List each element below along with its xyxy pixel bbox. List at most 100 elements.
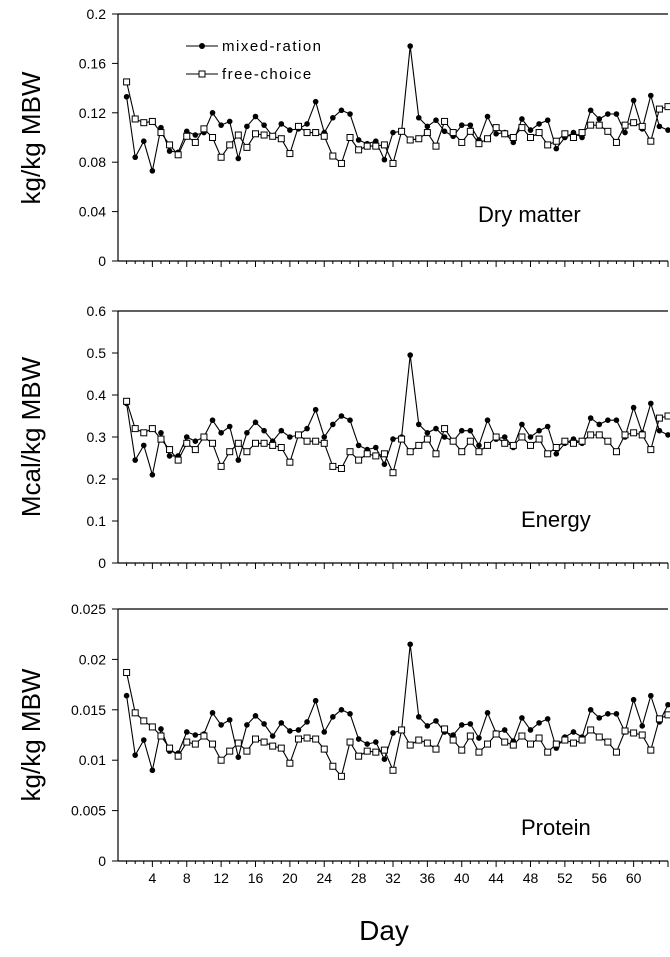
- series-line-mixed-ration: [126, 46, 669, 171]
- data-point-free-choice: [200, 732, 208, 740]
- data-point-mixed-ration: [132, 457, 138, 463]
- data-point-mixed-ration: [458, 722, 465, 728]
- data-point-free-choice: [312, 735, 320, 743]
- data-point-mixed-ration: [484, 113, 491, 120]
- data-point-free-choice: [389, 159, 397, 167]
- data-point-mixed-ration: [665, 701, 670, 708]
- data-point-mixed-ration: [415, 421, 422, 428]
- data-point-mixed-ration: [613, 111, 620, 117]
- data-point-free-choice: [269, 742, 277, 750]
- data-point-free-choice: [612, 448, 620, 456]
- data-point-free-choice: [578, 437, 586, 445]
- data-point-mixed-ration: [244, 430, 250, 436]
- data-point-mixed-ration: [407, 43, 413, 49]
- data-point-free-choice: [415, 736, 423, 744]
- data-point-free-choice: [157, 732, 165, 740]
- y-tick-label: 0.5: [87, 345, 107, 361]
- data-point-mixed-ration: [140, 737, 147, 743]
- data-point-free-choice: [475, 448, 483, 456]
- data-point-free-choice: [260, 439, 268, 447]
- data-point-free-choice: [337, 772, 345, 780]
- data-point-mixed-ration: [252, 113, 259, 120]
- data-point-free-choice: [415, 441, 423, 449]
- data-point-free-choice: [466, 127, 474, 135]
- data-point-free-choice: [337, 159, 345, 167]
- data-point-mixed-ration: [587, 107, 594, 114]
- data-point-free-choice: [398, 726, 406, 734]
- y-tick-label: 0.015: [71, 702, 106, 718]
- series-line-free-choice: [126, 81, 669, 166]
- data-point-free-choice: [200, 433, 208, 441]
- data-point-free-choice: [587, 726, 595, 734]
- data-point-mixed-ration: [304, 121, 310, 127]
- data-point-mixed-ration: [149, 472, 156, 478]
- data-point-mixed-ration: [493, 130, 499, 137]
- data-point-mixed-ration: [252, 419, 259, 426]
- data-point-free-choice: [363, 450, 371, 458]
- data-point-mixed-ration: [433, 718, 439, 724]
- data-point-mixed-ration: [149, 767, 156, 774]
- data-point-free-choice: [346, 738, 354, 746]
- x-tick-label: 28: [351, 870, 367, 886]
- data-point-mixed-ration: [424, 123, 431, 130]
- data-point-mixed-ration: [123, 692, 130, 699]
- y-tick-label: 0.4: [87, 387, 107, 403]
- data-point-mixed-ration: [527, 434, 534, 440]
- data-point-mixed-ration: [278, 121, 285, 127]
- data-point-mixed-ration: [158, 124, 164, 131]
- data-point-free-choice: [449, 437, 457, 445]
- data-point-mixed-ration: [149, 168, 156, 174]
- data-point-mixed-ration: [424, 723, 431, 729]
- data-point-free-choice: [406, 741, 414, 749]
- data-point-mixed-ration: [355, 442, 362, 449]
- data-point-free-choice: [552, 137, 560, 145]
- data-point-mixed-ration: [381, 756, 388, 762]
- data-point-mixed-ration: [476, 442, 482, 449]
- data-point-free-choice: [561, 130, 569, 138]
- data-point-mixed-ration: [304, 719, 310, 725]
- data-point-mixed-ration: [458, 427, 465, 434]
- data-point-mixed-ration: [527, 127, 534, 133]
- data-point-free-choice: [449, 736, 457, 744]
- data-point-mixed-ration: [544, 423, 551, 430]
- data-point-free-choice: [527, 441, 534, 449]
- data-point-mixed-ration: [226, 423, 233, 430]
- data-point-free-choice: [664, 103, 670, 111]
- data-point-free-choice: [294, 122, 302, 130]
- data-point-free-choice: [277, 135, 285, 143]
- panel-label: Protein: [521, 815, 591, 840]
- data-point-free-choice: [501, 738, 509, 746]
- data-point-free-choice: [604, 127, 612, 135]
- data-point-mixed-ration: [433, 425, 439, 432]
- data-point-free-choice: [234, 131, 242, 139]
- data-point-mixed-ration: [381, 156, 388, 163]
- data-point-free-choice: [380, 141, 388, 149]
- data-point-free-choice: [355, 456, 363, 464]
- data-point-free-choice: [131, 115, 139, 123]
- data-point-free-choice: [294, 431, 302, 439]
- data-point-free-choice: [544, 141, 552, 149]
- data-point-free-choice: [535, 129, 543, 137]
- data-point-mixed-ration: [544, 716, 551, 722]
- legend-label: mixed-ration: [222, 38, 323, 55]
- data-point-free-choice: [441, 725, 449, 733]
- data-point-mixed-ration: [123, 93, 130, 100]
- data-point-mixed-ration: [587, 707, 594, 713]
- data-point-free-choice: [191, 740, 199, 748]
- data-point-free-choice: [174, 752, 182, 760]
- data-point-mixed-ration: [527, 727, 534, 733]
- data-point-free-choice: [243, 143, 251, 151]
- data-point-free-choice: [535, 734, 543, 742]
- data-point-mixed-ration: [218, 722, 224, 728]
- data-point-mixed-ration: [570, 729, 577, 735]
- data-point-free-choice: [647, 746, 655, 754]
- x-tick-label: 52: [557, 870, 573, 886]
- data-point-free-choice: [630, 729, 638, 737]
- data-point-mixed-ration: [605, 711, 611, 717]
- data-point-free-choice: [569, 439, 577, 447]
- data-point-free-choice: [337, 465, 345, 472]
- data-point-mixed-ration: [630, 404, 637, 411]
- data-point-free-choice: [166, 141, 174, 149]
- data-point-free-choice: [320, 439, 328, 447]
